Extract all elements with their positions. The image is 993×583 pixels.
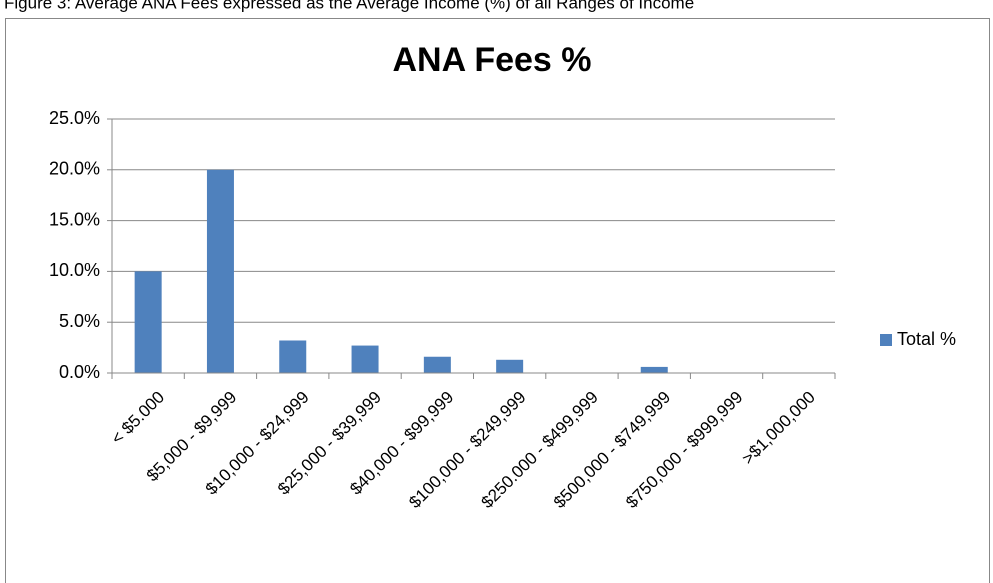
bar xyxy=(423,356,451,373)
x-tick-label: < $5.000 xyxy=(108,388,169,449)
legend-swatch xyxy=(880,334,892,346)
y-tick-label: 10.0% xyxy=(49,260,100,280)
caption: Figure 3: Average ANA Fees expressed as … xyxy=(4,0,694,12)
bar xyxy=(640,366,668,373)
y-tick-label: 5.0% xyxy=(59,311,100,331)
y-tick-label: 0.0% xyxy=(59,362,100,382)
chart-title: ANA Fees % xyxy=(392,41,591,79)
bar xyxy=(206,169,234,373)
chart-border xyxy=(5,18,990,583)
bar xyxy=(279,340,307,373)
bar xyxy=(496,359,524,373)
y-tick-label: 20.0% xyxy=(49,159,100,179)
legend-label: Total % xyxy=(897,329,956,349)
y-tick-label: 15.0% xyxy=(49,209,100,229)
bar xyxy=(351,345,379,373)
x-tick-label: >$1,000,000 xyxy=(738,388,819,469)
y-tick-label: 25.0% xyxy=(49,108,100,128)
bar xyxy=(134,271,162,373)
